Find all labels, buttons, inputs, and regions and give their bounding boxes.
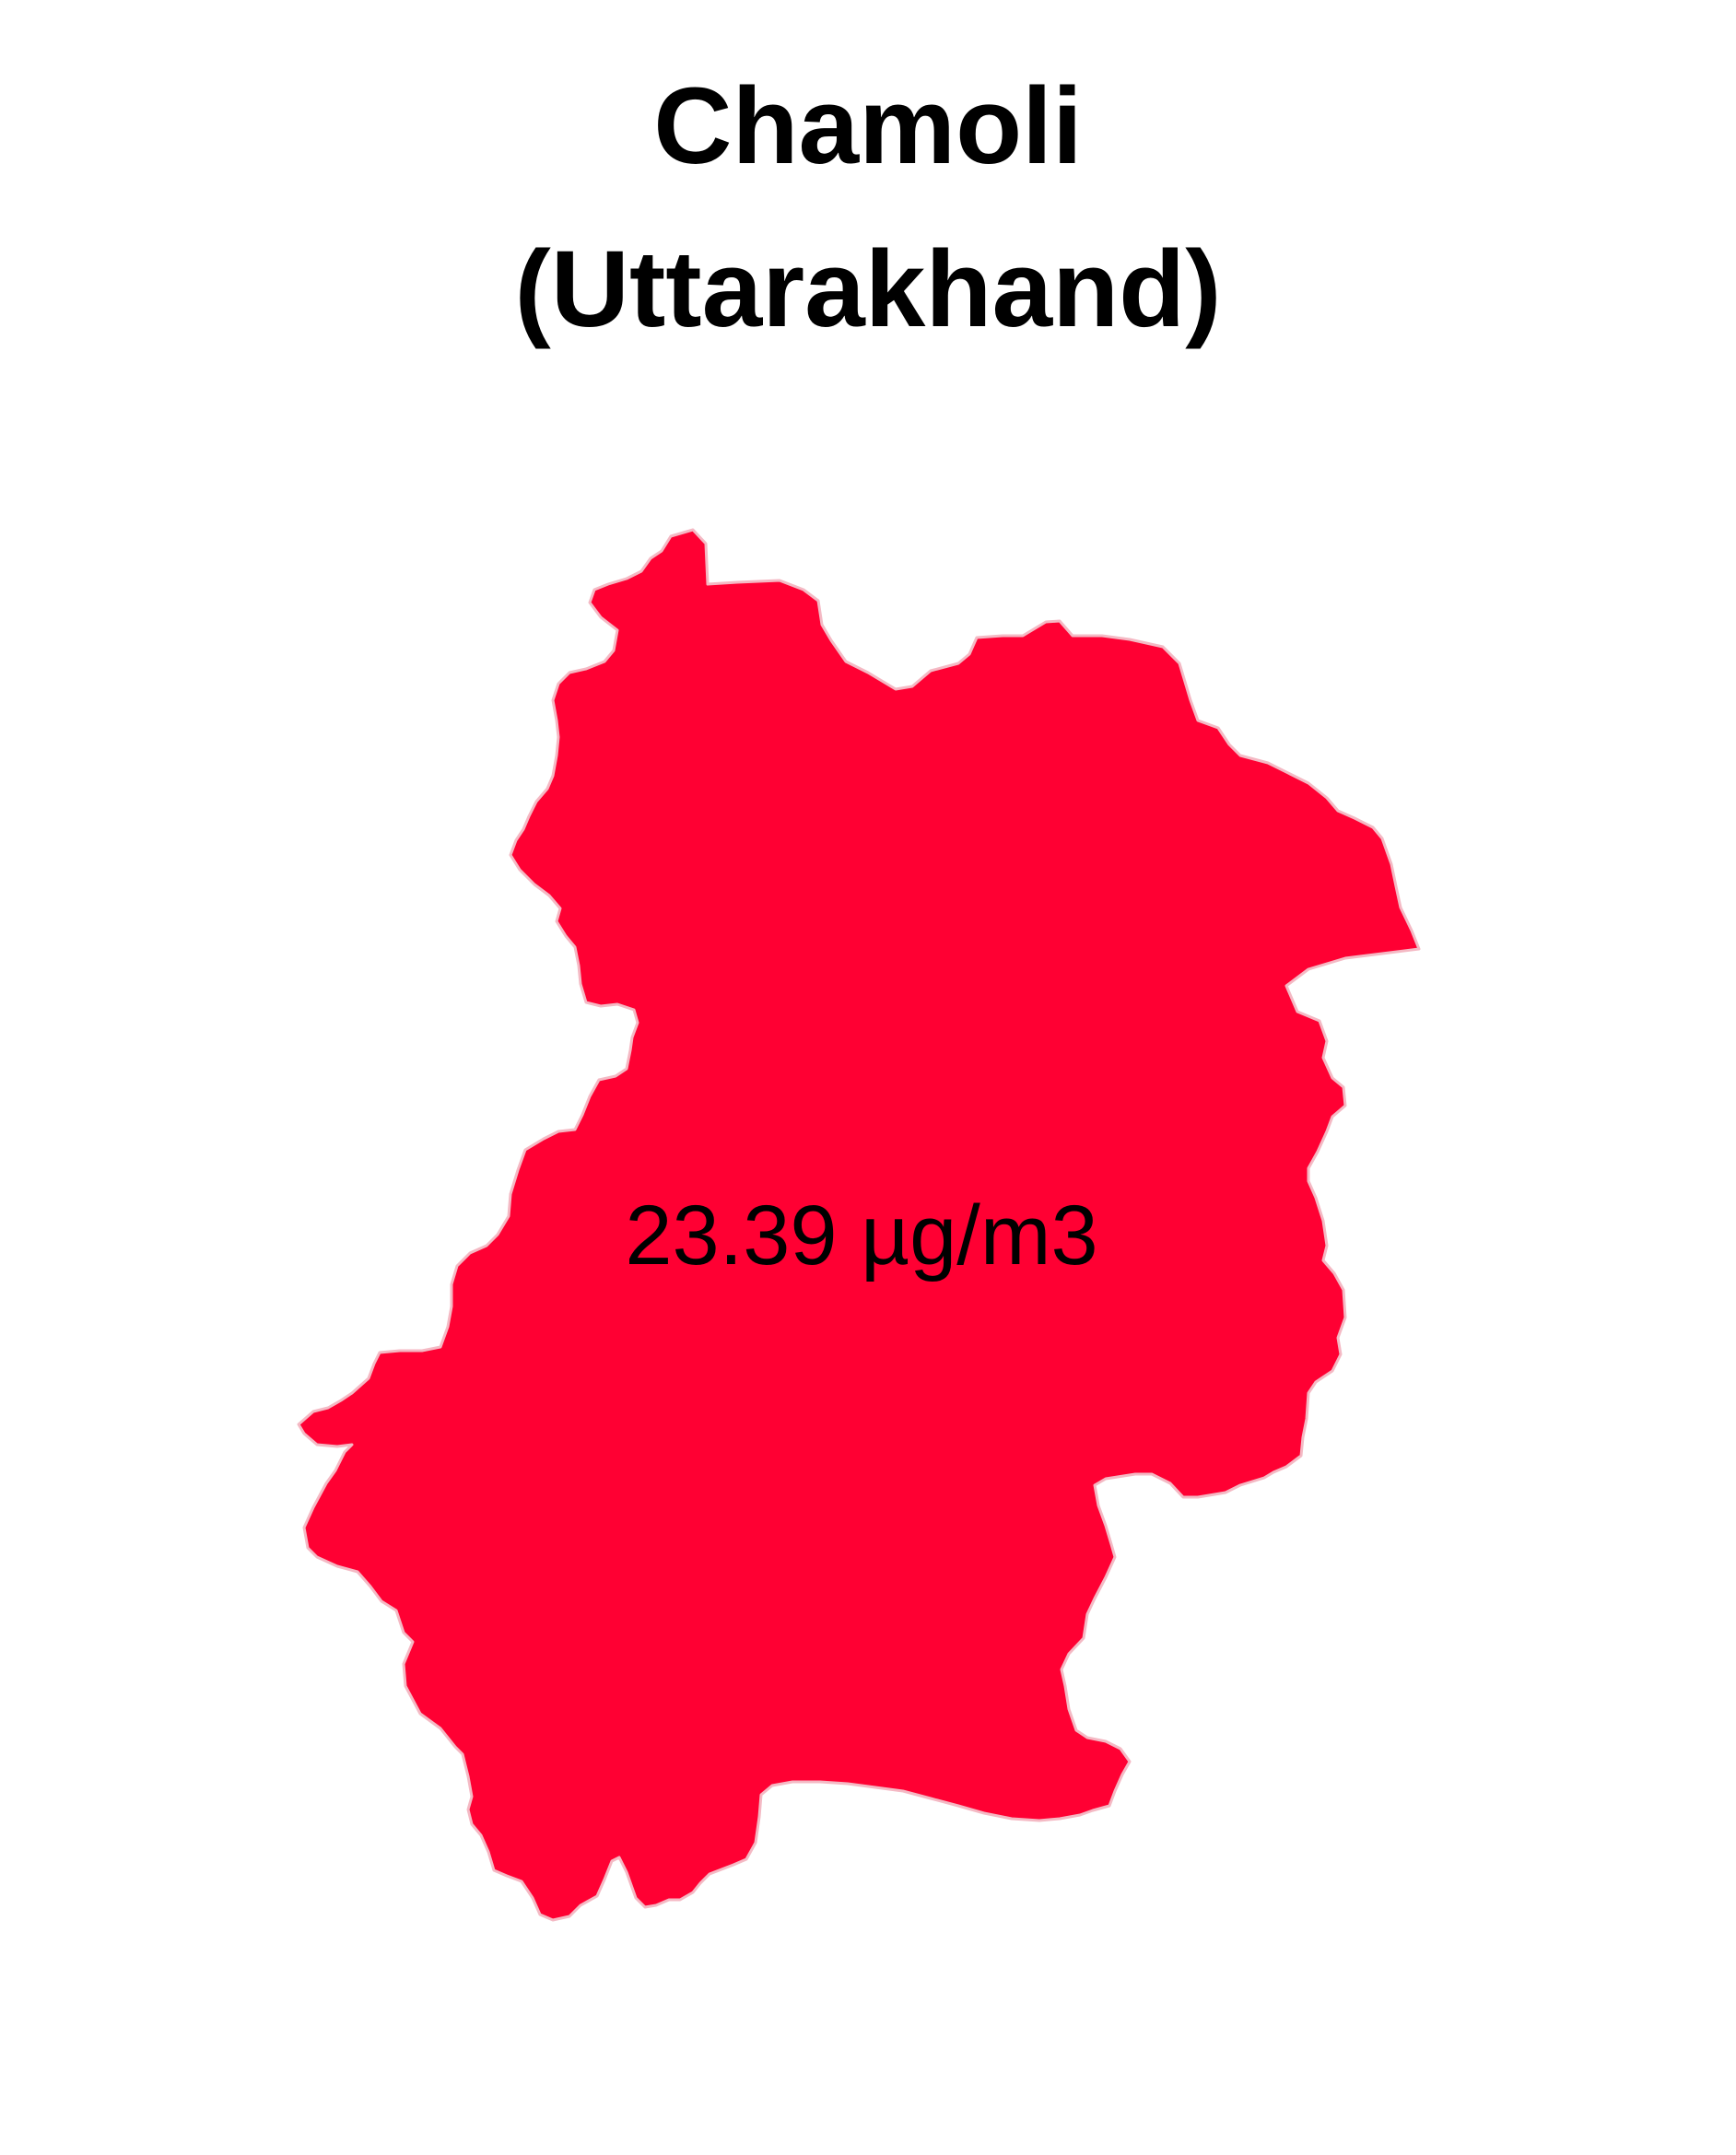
district-shape-chamoli xyxy=(297,528,1421,1922)
map-title: Chamoli xyxy=(653,65,1083,187)
map-subtitle: (Uttarakhand) xyxy=(514,228,1222,350)
region-value-label: 23.39 µg/m3 xyxy=(625,1189,1097,1282)
